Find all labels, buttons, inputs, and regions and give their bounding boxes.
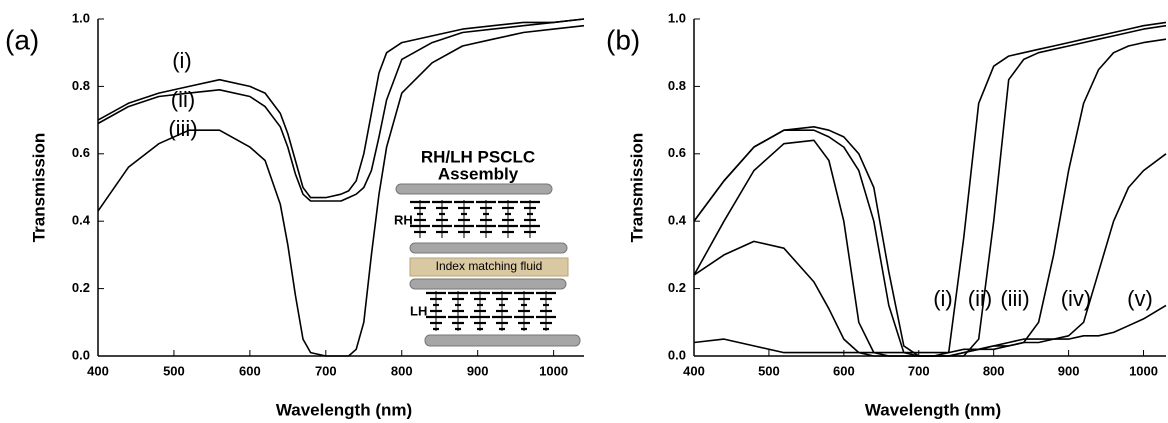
y-tick-label: 0.0 [72, 347, 90, 362]
curve-label: (i) [933, 286, 953, 311]
curve-label: (iv) [1061, 286, 1092, 311]
x-tick-label: 600 [239, 363, 261, 378]
series-line [693, 21, 1167, 357]
y-tick-label: 0.2 [72, 280, 90, 295]
substrate [409, 278, 567, 290]
y-tick-label: 0.6 [668, 145, 686, 160]
x-tick-label: 400 [87, 363, 109, 378]
series-line [693, 24, 1167, 357]
lh-label: LH [410, 303, 427, 318]
y-tick-label: 0.8 [72, 78, 90, 93]
x-tick-label: 500 [758, 363, 780, 378]
y-axis-label: Transmission [29, 133, 48, 243]
y-axis-label: Transmission [627, 133, 646, 243]
x-tick-label: 1000 [1129, 363, 1158, 378]
inset-title: Assembly [438, 164, 519, 183]
x-tick-label: 800 [391, 363, 413, 378]
y-tick-label: 0.4 [72, 213, 91, 228]
curve-label: (ii) [968, 286, 992, 311]
x-tick-label: 700 [315, 363, 337, 378]
x-tick-label: 800 [983, 363, 1005, 378]
series-line [693, 38, 1167, 357]
x-axis-label: Wavelength (nm) [865, 400, 1001, 419]
curve-label: (iii) [1000, 286, 1029, 311]
y-tick-label: 0.2 [668, 280, 686, 295]
substrate [409, 242, 568, 254]
panel-label: (a) [5, 24, 39, 55]
inset-title: RH/LH PSCLC [421, 147, 535, 166]
rh-label: RH [394, 212, 413, 227]
substrate [395, 183, 553, 195]
y-tick-label: 0.6 [72, 145, 90, 160]
y-tick-label: 0.0 [668, 347, 686, 362]
x-tick-label: 700 [908, 363, 930, 378]
x-tick-label: 1000 [539, 363, 568, 378]
x-tick-label: 900 [1058, 363, 1080, 378]
y-tick-label: 0.8 [668, 78, 686, 93]
y-tick-label: 1.0 [72, 10, 90, 25]
curve-label: (i) [172, 48, 192, 73]
x-tick-label: 500 [163, 363, 185, 378]
inset-diagram: RH/LH PSCLC Assembly RH Index matching f… [394, 147, 581, 347]
x-tick-label: 400 [683, 363, 705, 378]
fluid-label: Index matching fluid [436, 259, 543, 273]
panel-label: (b) [606, 24, 640, 55]
curve-label: (v) [1127, 286, 1153, 311]
substrate [424, 334, 581, 347]
series-line [97, 18, 585, 199]
series-line [693, 304, 1167, 354]
x-axis-label: Wavelength (nm) [276, 400, 412, 419]
y-tick-label: 0.4 [668, 213, 687, 228]
curve-label: (iii) [168, 116, 197, 141]
series-line [97, 18, 585, 202]
x-tick-label: 900 [467, 363, 489, 378]
y-tick-label: 1.0 [668, 10, 686, 25]
curve-label: (ii) [171, 87, 195, 112]
series-line [97, 24, 585, 357]
series-line [693, 153, 1167, 357]
x-tick-label: 600 [833, 363, 855, 378]
fluid-layer [409, 257, 569, 277]
